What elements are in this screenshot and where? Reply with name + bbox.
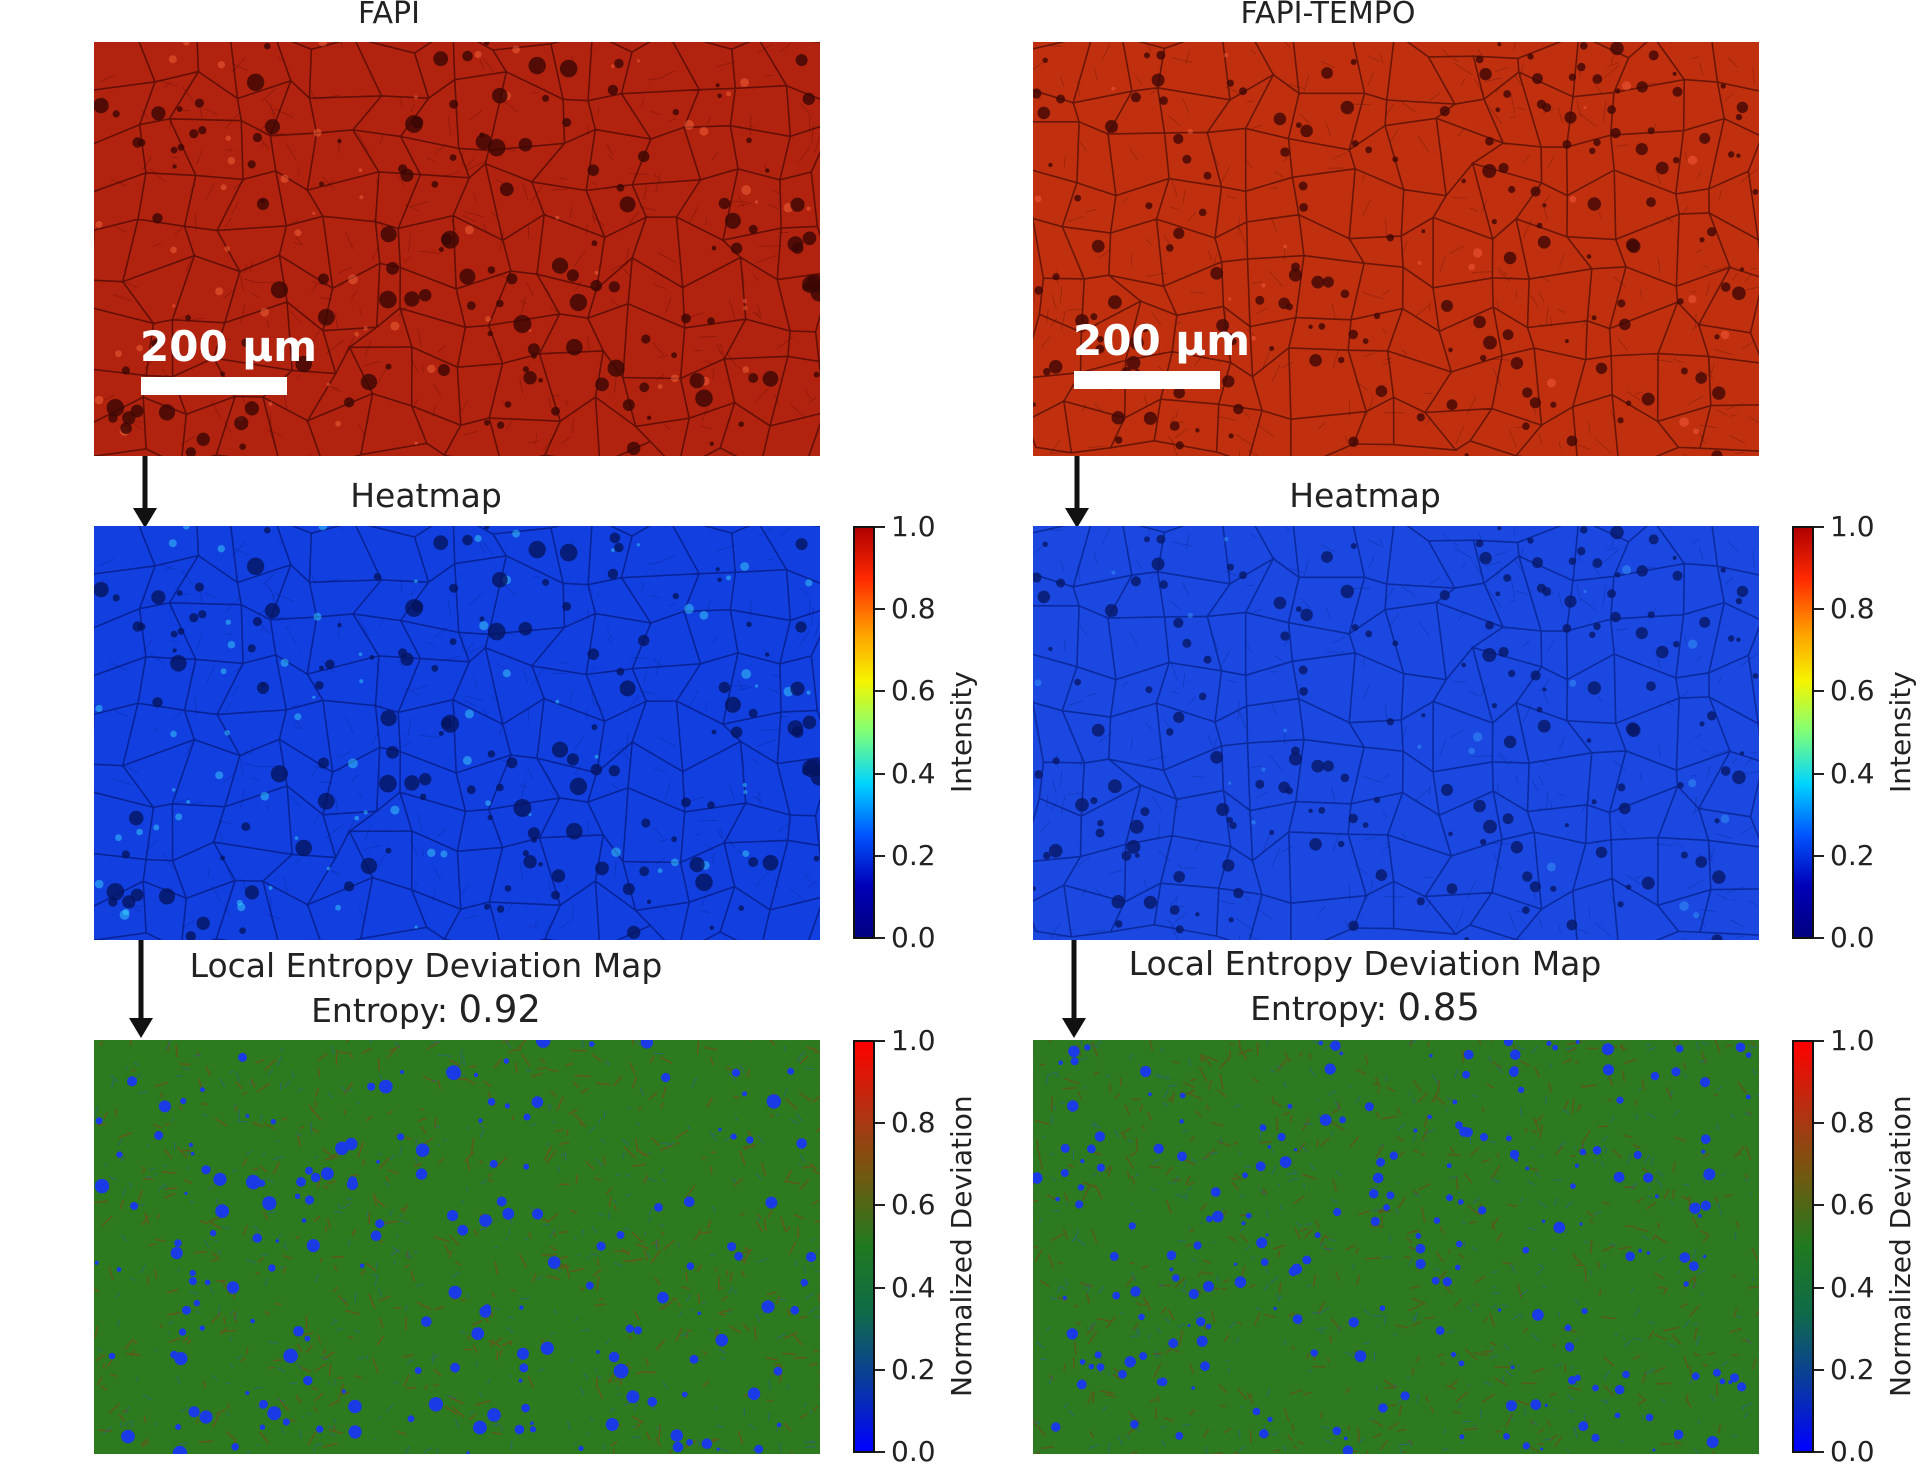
colorbar-tick (875, 1122, 885, 1125)
deviation-colorbar (853, 1040, 875, 1453)
colorbar-tick (1814, 1286, 1824, 1289)
intensity-colorbar-label: Intensity (945, 671, 978, 793)
colorbar-tick-label: 0.6 (891, 674, 936, 708)
colorbar-tick-label: 0.6 (1830, 1188, 1875, 1222)
colorbar-tick (1814, 690, 1824, 693)
colorbar-tick (1814, 1204, 1824, 1207)
colorbar-tick (875, 526, 885, 528)
micrograph-fapi-tempo-image (1033, 42, 1759, 456)
colorbar-tick (1814, 1122, 1824, 1125)
colorbar-tick (1814, 854, 1824, 857)
heatmap-title-fapi-tempo: Heatmap (1289, 476, 1441, 515)
colorbar-tick-label: 0.0 (891, 921, 936, 954)
colorbar-tick-label: 1.0 (1830, 1024, 1875, 1057)
heatmap-fapi-image (94, 526, 820, 940)
colorbar-tick (875, 854, 885, 857)
colorbar-tick-label: 0.4 (891, 756, 936, 790)
colorbar-tick (875, 1368, 885, 1371)
intensity-colorbar-label: Intensity (1884, 671, 1917, 793)
colorbar-tick-label: 0.6 (1830, 674, 1875, 708)
heatmap-title-fapi: Heatmap (350, 476, 502, 515)
entropy-readout: Entropy: 0.92 (94, 988, 758, 1033)
intensity-colorbar (1792, 526, 1814, 939)
deviation-colorbar (1792, 1040, 1814, 1453)
colorbar-tick (1814, 772, 1824, 775)
arrow-down-icon (133, 456, 157, 528)
colorbar-tick-label: 0.4 (891, 1270, 936, 1304)
colorbar-tick (875, 1451, 885, 1453)
colorbar-tick-label: 0.6 (891, 1188, 936, 1222)
scale-bar-label-fapi-tempo: 200 μm (1073, 316, 1250, 365)
entropy-readout: Entropy: 0.85 (1033, 986, 1697, 1031)
deviation-map-fapi-image (94, 1040, 820, 1454)
scale-bar-fapi-tempo (1074, 371, 1220, 389)
colorbar-tick-label: 0.2 (1830, 838, 1875, 872)
entropy-map-heading: Local Entropy Deviation Map (189, 946, 663, 985)
colorbar-tick-label: 0.2 (1830, 1352, 1875, 1386)
entropy-map-title-fapi: Local Entropy Deviation Map Entropy: 0.9… (94, 944, 758, 1033)
colorbar-tick-label: 0.8 (1830, 592, 1875, 626)
micrograph-fapi-tempo (1033, 42, 1759, 456)
entropy-value: 0.92 (458, 988, 541, 1031)
colorbar-tick (1814, 1451, 1824, 1453)
colorbar-tick-label: 1.0 (891, 510, 936, 543)
colorbar-tick-label: 0.8 (1830, 1106, 1875, 1140)
heatmap-fapi-tempo (1033, 526, 1759, 940)
deviation-map-fapi-tempo (1033, 1040, 1759, 1454)
colorbar-tick (875, 1204, 885, 1207)
colorbar-tick (1814, 608, 1824, 611)
deviation-map-fapi-tempo-image (1033, 1040, 1759, 1454)
entropy-value: 0.85 (1397, 986, 1480, 1029)
colorbar-tick (875, 608, 885, 611)
colorbar-tick-label: 0.4 (1830, 756, 1875, 790)
colorbar-tick-label: 0.8 (891, 592, 936, 626)
colorbar-tick (875, 1040, 885, 1042)
scale-bar-fapi (141, 377, 287, 395)
colorbar-tick-label: 0.0 (1830, 1435, 1875, 1468)
colorbar-tick (1814, 1040, 1824, 1042)
colorbar-tick (875, 1286, 885, 1289)
colorbar-tick-label: 1.0 (891, 1024, 936, 1057)
column-title-fapi-tempo: FAPI-TEMPO (1240, 0, 1416, 31)
arrow-down-icon (1065, 456, 1089, 528)
deviation-map-fapi (94, 1040, 820, 1454)
colorbar-tick-label: 1.0 (1830, 510, 1875, 543)
entropy-label: Entropy: (311, 991, 449, 1030)
colorbar-tick-label: 0.4 (1830, 1270, 1875, 1304)
colorbar-tick-label: 0.8 (891, 1106, 936, 1140)
heatmap-fapi-tempo-image (1033, 526, 1759, 940)
colorbar-tick (1814, 1368, 1824, 1371)
entropy-map-heading: Local Entropy Deviation Map (1128, 944, 1602, 983)
entropy-label: Entropy: (1250, 989, 1388, 1028)
colorbar-tick-label: 0.2 (891, 1352, 936, 1386)
intensity-colorbar (853, 526, 875, 939)
colorbar-tick (1814, 937, 1824, 939)
entropy-map-title-fapi-tempo: Local Entropy Deviation Map Entropy: 0.8… (1033, 942, 1697, 1031)
colorbar-tick (875, 937, 885, 939)
colorbar-tick (875, 772, 885, 775)
colorbar-tick (875, 690, 885, 693)
column-title-fapi: FAPI (358, 0, 420, 31)
scale-bar-label-fapi: 200 μm (140, 322, 317, 371)
heatmap-fapi (94, 526, 820, 940)
deviation-colorbar-label: Normalized Deviation (1884, 1095, 1917, 1397)
colorbar-tick (1814, 526, 1824, 528)
colorbar-tick-label: 0.0 (891, 1435, 936, 1468)
colorbar-tick-label: 0.2 (891, 838, 936, 872)
arrow-down-icon (1062, 940, 1086, 1038)
arrow-down-icon (129, 940, 153, 1038)
colorbar-tick-label: 0.0 (1830, 921, 1875, 954)
deviation-colorbar-label: Normalized Deviation (945, 1095, 978, 1397)
